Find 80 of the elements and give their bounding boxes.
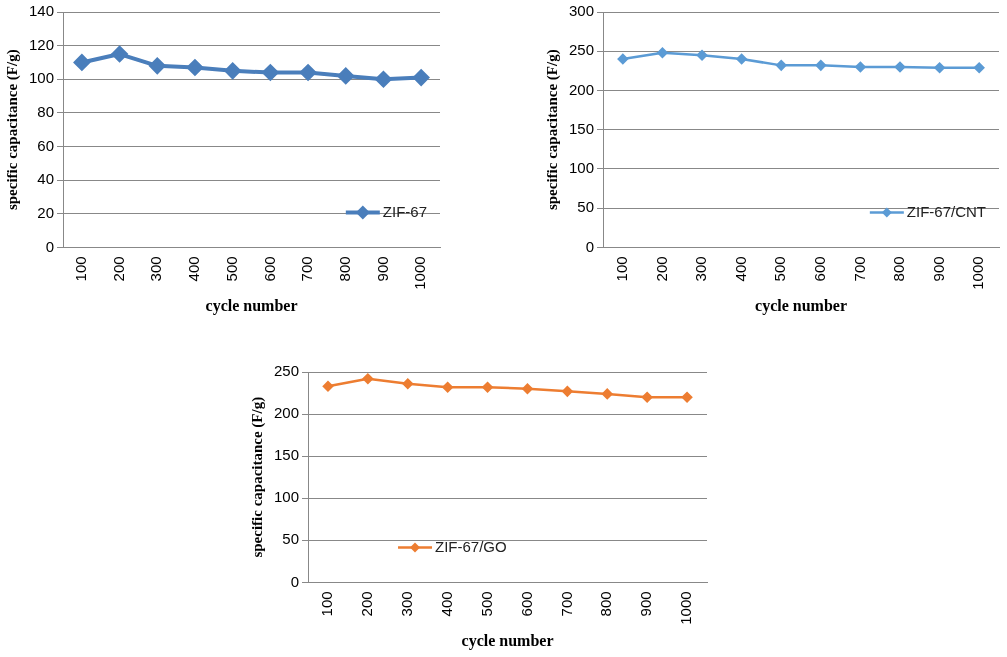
- point: [262, 64, 279, 81]
- x-tick-label: 600: [810, 256, 828, 282]
- y-tick-label: 150: [569, 119, 595, 137]
- point: [973, 62, 985, 73]
- point: [934, 62, 945, 73]
- x-tick-label: 500: [477, 591, 495, 617]
- legend-label: ZIF-67: [382, 202, 428, 220]
- point: [657, 47, 668, 59]
- x-axis-title: cycle number: [755, 296, 848, 315]
- legend-label: ZIF-67/GO: [435, 537, 507, 555]
- y-tick-label: 20: [37, 203, 55, 221]
- point: [855, 61, 866, 73]
- x-tick-label: 400: [437, 591, 455, 617]
- x-tick-label: 900: [373, 256, 391, 282]
- point: [186, 59, 203, 76]
- x-tick-label: 800: [597, 591, 615, 617]
- x-tick-label: 700: [850, 256, 868, 282]
- y-tick-label: 0: [585, 237, 595, 255]
- x-tick-label: 800: [890, 256, 908, 282]
- x-tick-label: 400: [185, 256, 203, 282]
- y-tick-label: 50: [282, 530, 300, 548]
- x-tick-label: 700: [298, 256, 316, 282]
- point: [375, 71, 392, 88]
- point: [337, 67, 354, 84]
- x-tick-label: 1000: [411, 256, 429, 290]
- y-tick-label: 0: [290, 572, 300, 590]
- y-tick-label: 120: [29, 35, 55, 53]
- x-tick-label: 900: [929, 256, 947, 282]
- y-tick-label: 100: [274, 488, 300, 506]
- point: [413, 69, 430, 86]
- point: [73, 54, 90, 71]
- y-tick-label: 40: [37, 170, 55, 188]
- y-tick-label: 0: [45, 237, 55, 255]
- x-tick-label: 200: [358, 591, 376, 617]
- y-tick-label: 200: [274, 404, 300, 422]
- x-tick-label: 600: [517, 591, 535, 617]
- x-tick-label: 600: [260, 256, 278, 282]
- y-tick-label: 60: [37, 136, 55, 154]
- y-axis-title: specific capacitance (F/g): [3, 49, 21, 211]
- x-tick-label: 500: [222, 256, 240, 282]
- x-tick-label: 700: [557, 591, 575, 617]
- x-tick-label: 400: [731, 256, 749, 282]
- y-tick-label: 80: [37, 103, 55, 121]
- point: [149, 57, 166, 74]
- point: [224, 62, 241, 79]
- x-axis-title: cycle number: [205, 296, 298, 315]
- point: [696, 49, 708, 61]
- y-tick-label: 140: [29, 2, 55, 20]
- x-tick-label: 500: [771, 256, 789, 282]
- point: [300, 64, 317, 81]
- x-axis-title: cycle number: [461, 631, 554, 650]
- legend-label: ZIF-67/CNT: [906, 202, 986, 220]
- point: [111, 46, 128, 63]
- point: [736, 53, 747, 65]
- y-axis-title: specific capacitance (F/g): [248, 396, 266, 558]
- x-tick-label: 300: [147, 256, 165, 282]
- y-axis-title: specific capacitance (F/g): [543, 49, 561, 211]
- x-tick-label: 300: [397, 591, 415, 617]
- x-tick-label: 1000: [969, 256, 987, 290]
- point: [617, 53, 629, 65]
- y-tick-label: 250: [569, 41, 595, 59]
- point: [775, 60, 787, 71]
- y-tick-label: 200: [569, 80, 595, 98]
- x-tick-label: 800: [335, 256, 353, 282]
- y-tick-label: 50: [577, 198, 595, 216]
- y-tick-label: 150: [274, 446, 300, 464]
- x-tick-label: 900: [637, 591, 655, 617]
- x-tick-label: 200: [652, 256, 670, 282]
- x-tick-label: 200: [109, 256, 127, 282]
- x-tick-label: 100: [612, 256, 630, 282]
- x-tick-label: 100: [72, 256, 90, 282]
- x-tick-label: 300: [692, 256, 710, 282]
- y-tick-label: 300: [569, 2, 595, 20]
- y-tick-label: 100: [569, 159, 595, 177]
- y-tick-label: 100: [29, 69, 55, 87]
- x-tick-label: 1000: [677, 591, 695, 625]
- y-tick-label: 250: [274, 362, 300, 380]
- point: [894, 61, 906, 73]
- x-tick-label: 100: [318, 591, 336, 617]
- point: [815, 60, 827, 71]
